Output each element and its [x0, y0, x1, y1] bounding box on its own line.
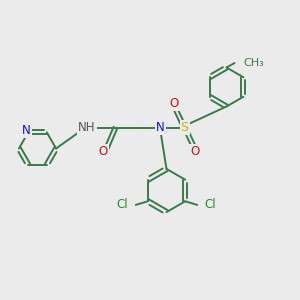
Text: O: O	[169, 97, 178, 110]
Text: O: O	[99, 145, 108, 158]
Text: N: N	[22, 124, 31, 137]
Text: O: O	[190, 145, 200, 158]
Text: Cl: Cl	[205, 198, 216, 212]
Text: N: N	[156, 121, 165, 134]
Text: NH: NH	[78, 121, 96, 134]
Text: S: S	[181, 121, 188, 134]
Text: Cl: Cl	[117, 198, 128, 212]
Text: CH₃: CH₃	[244, 58, 264, 68]
